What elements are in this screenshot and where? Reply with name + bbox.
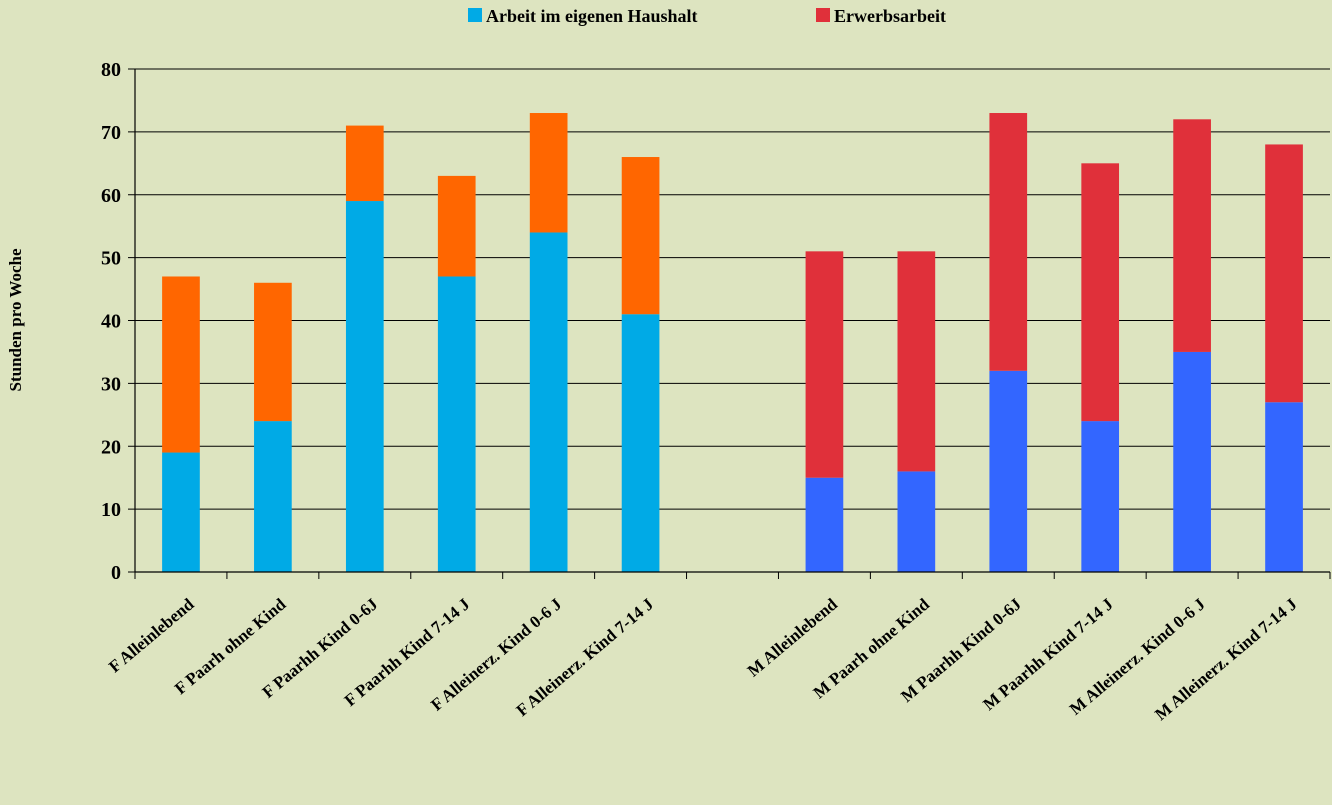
y-tick-label: 30 [101, 373, 121, 395]
bar-segment-employment [254, 282, 292, 422]
y-axis-title: Stunden pro Woche [6, 248, 25, 391]
legend-item-employment: Erwerbsarbeit [816, 6, 946, 26]
bar-segment-household [897, 471, 936, 572]
y-tick-label: 20 [101, 436, 121, 458]
bar-segment-employment [1173, 119, 1211, 352]
legend-swatch-employment [816, 8, 830, 22]
bar-segment-employment [989, 113, 1028, 371]
legend-label-household: Arbeit im eigenen Haushalt [486, 6, 698, 26]
bars [162, 113, 1303, 572]
axes [134, 69, 1331, 579]
bar-segment-employment [162, 276, 200, 453]
y-tick-label: 40 [101, 311, 121, 333]
gridlines [135, 68, 1330, 510]
bar-segment-employment [621, 157, 660, 315]
y-tick-label: 0 [111, 562, 121, 584]
bar-segment-employment [805, 251, 844, 478]
y-axis-ticks: 0 10 20 30 40 50 60 70 80 [101, 59, 135, 584]
bar-segment-household [989, 370, 1028, 572]
bar-segment-employment [897, 251, 936, 472]
legend-label-employment: Erwerbsarbeit [834, 6, 946, 26]
bar-segment-employment [1265, 144, 1303, 403]
y-tick-label: 60 [101, 185, 121, 207]
x-category-label: F Alleinlebend [105, 594, 198, 676]
bar-segment-household [1173, 351, 1211, 572]
bar-segment-household [345, 201, 384, 572]
legend: Arbeit im eigenen Haushalt Erwerbsarbeit [468, 6, 946, 26]
legend-item-household: Arbeit im eigenen Haushalt [468, 6, 698, 26]
bar-segment-employment [345, 125, 384, 202]
y-tick-label: 70 [101, 122, 121, 144]
y-tick-label: 50 [101, 248, 121, 270]
bar-segment-household [805, 477, 844, 572]
bar-segment-household [437, 276, 476, 572]
bar-segment-household [1081, 421, 1120, 572]
x-category-label: M Alleinlebend [744, 594, 842, 680]
y-tick-label: 10 [101, 499, 121, 521]
bar-segment-household [1265, 402, 1303, 572]
bar-segment-household [621, 314, 660, 572]
bar-segment-household [254, 421, 292, 572]
legend-swatch-household [468, 8, 482, 22]
y-tick-label: 80 [101, 59, 121, 81]
bar-segment-employment [529, 113, 568, 233]
bar-segment-household [162, 452, 200, 572]
bar-segment-employment [1081, 163, 1120, 422]
bar-segment-employment [437, 175, 476, 277]
bar-segment-household [529, 232, 568, 572]
